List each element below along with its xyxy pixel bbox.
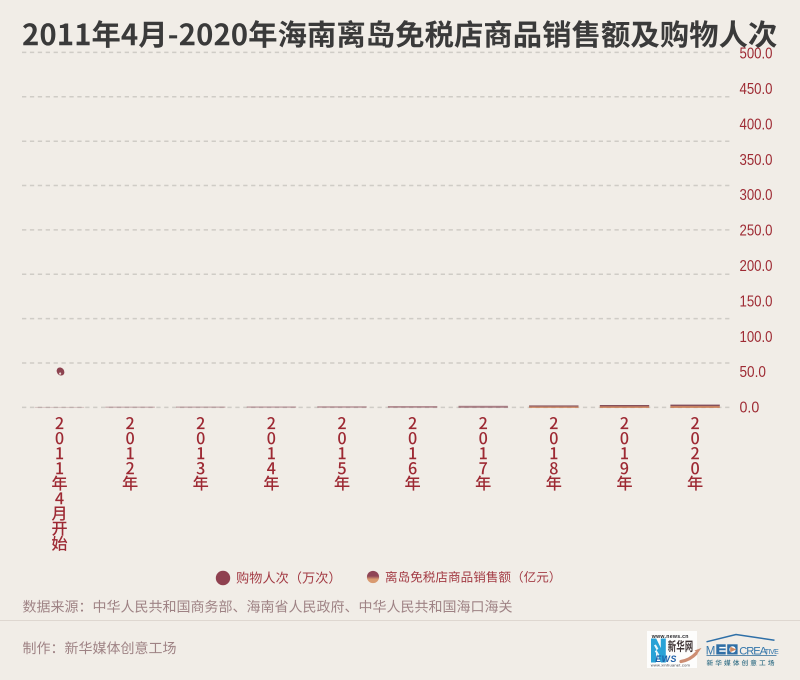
svg-text:TIVE: TIVE xyxy=(765,649,779,656)
svg-text:350.0: 350.0 xyxy=(740,152,773,169)
svg-text:0.0: 0.0 xyxy=(740,400,760,417)
svg-text:250.0: 250.0 xyxy=(740,223,773,240)
svg-text:CREA: CREA xyxy=(739,645,767,657)
svg-text:M: M xyxy=(706,645,715,657)
svg-text:500.0: 500.0 xyxy=(740,46,773,63)
svg-text:www.news.cn: www.news.cn xyxy=(651,634,689,640)
svg-text:300.0: 300.0 xyxy=(740,187,773,204)
svg-text:50.0: 50.0 xyxy=(740,364,766,381)
svg-text:www.xinhuanet.com: www.xinhuanet.com xyxy=(651,663,691,668)
svg-text:400.0: 400.0 xyxy=(740,116,773,133)
svg-text:EWS: EWS xyxy=(655,654,677,664)
svg-text:150.0: 150.0 xyxy=(740,293,773,310)
svg-text:450.0: 450.0 xyxy=(740,81,773,98)
svg-text:100.0: 100.0 xyxy=(740,329,773,346)
svg-text:200.0: 200.0 xyxy=(740,258,773,275)
